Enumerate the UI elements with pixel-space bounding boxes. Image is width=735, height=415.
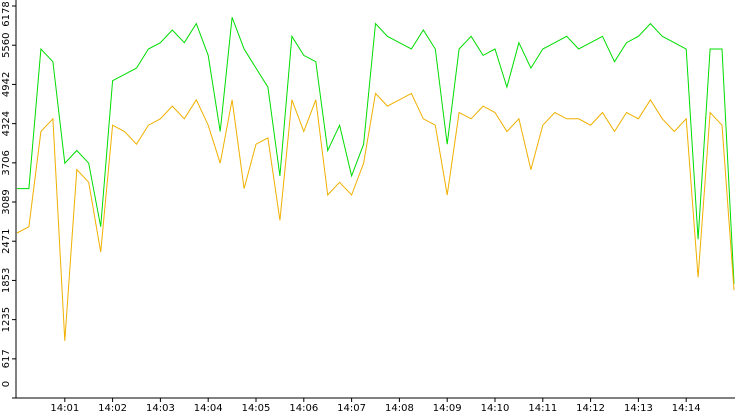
x-tick-label: 14:07	[337, 403, 366, 414]
y-tick-label: 2471	[1, 228, 12, 253]
x-tick-label: 14:02	[98, 403, 127, 414]
y-tick-label: 4942	[1, 72, 12, 97]
y-tick-label: 3706	[1, 150, 12, 175]
y-tick-label: 0	[1, 381, 12, 387]
y-tick-label: 4324	[1, 111, 12, 136]
y-tick-label: 1235	[1, 307, 12, 332]
series-line	[17, 17, 735, 284]
x-tick-label: 14:03	[146, 403, 175, 414]
x-tick-label: 14:12	[576, 403, 605, 414]
y-tick-label: 1853	[1, 268, 12, 293]
x-tick-label: 14:06	[289, 403, 318, 414]
y-tick-label: 5560	[1, 32, 12, 57]
x-tick-label: 14:08	[385, 403, 414, 414]
x-tick-label: 14:01	[50, 403, 79, 414]
x-tick-label: 14:11	[528, 403, 557, 414]
series-line	[16, 92, 735, 341]
x-tick-label: 14:05	[242, 403, 271, 414]
x-tick-label: 14:14	[672, 403, 701, 414]
y-tick-label: 617	[1, 349, 12, 368]
y-tick-label: 6178	[1, 1, 12, 26]
y-tick-label: 3089	[1, 189, 12, 214]
x-tick-label: 14:04	[194, 403, 223, 414]
x-tick-label: 14:10	[481, 403, 510, 414]
x-tick-label: 14:13	[624, 403, 653, 414]
x-tick-label: 14:09	[433, 403, 462, 414]
